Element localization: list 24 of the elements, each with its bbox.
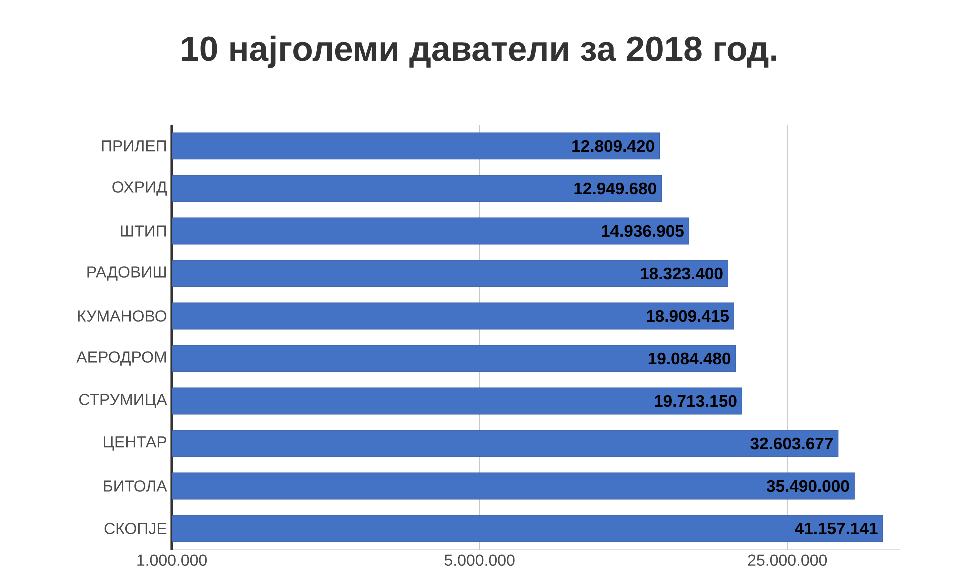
data-label: 35.490.000 (766, 480, 850, 492)
y-tick-label: ОХРИД (112, 182, 168, 196)
y-tick-label: СТРУМИЦА (80, 394, 168, 408)
y-tick-label: АЕРОДРОМ (76, 352, 166, 366)
data-label: 18.323.400 (641, 268, 723, 280)
x-tick-label: 1.000.000 (138, 554, 207, 566)
data-label: 19.084.480 (648, 352, 731, 365)
y-tick-label: ПРИЛЕП (102, 140, 166, 152)
data-label: 18.909.415 (647, 310, 730, 322)
y-tick-label: БИТОЛА (104, 480, 168, 492)
y-tick-label: СКОПЈЕ (104, 523, 167, 534)
data-label: 12.809.420 (572, 140, 654, 152)
y-tick-label: ШТИП (121, 226, 166, 237)
x-tick-label: 25.000.000 (748, 554, 828, 566)
chart-title: 10 најголеми даватели за 2018 год. (182, 36, 776, 68)
data-label: 19.713.150 (655, 395, 737, 408)
data-label: 41.157.141 (795, 522, 878, 535)
y-tick-label: КУМАНОВО (78, 310, 167, 322)
data-label: 32.603.677 (750, 438, 833, 450)
y-tick-label: ЦЕНТАР (104, 436, 166, 451)
y-tick-label: РАДОВИШ (88, 266, 166, 281)
data-label: 12.949.680 (574, 182, 656, 195)
x-tick-label: 5.000.000 (444, 554, 515, 566)
data-label: 14.936.905 (602, 225, 684, 238)
